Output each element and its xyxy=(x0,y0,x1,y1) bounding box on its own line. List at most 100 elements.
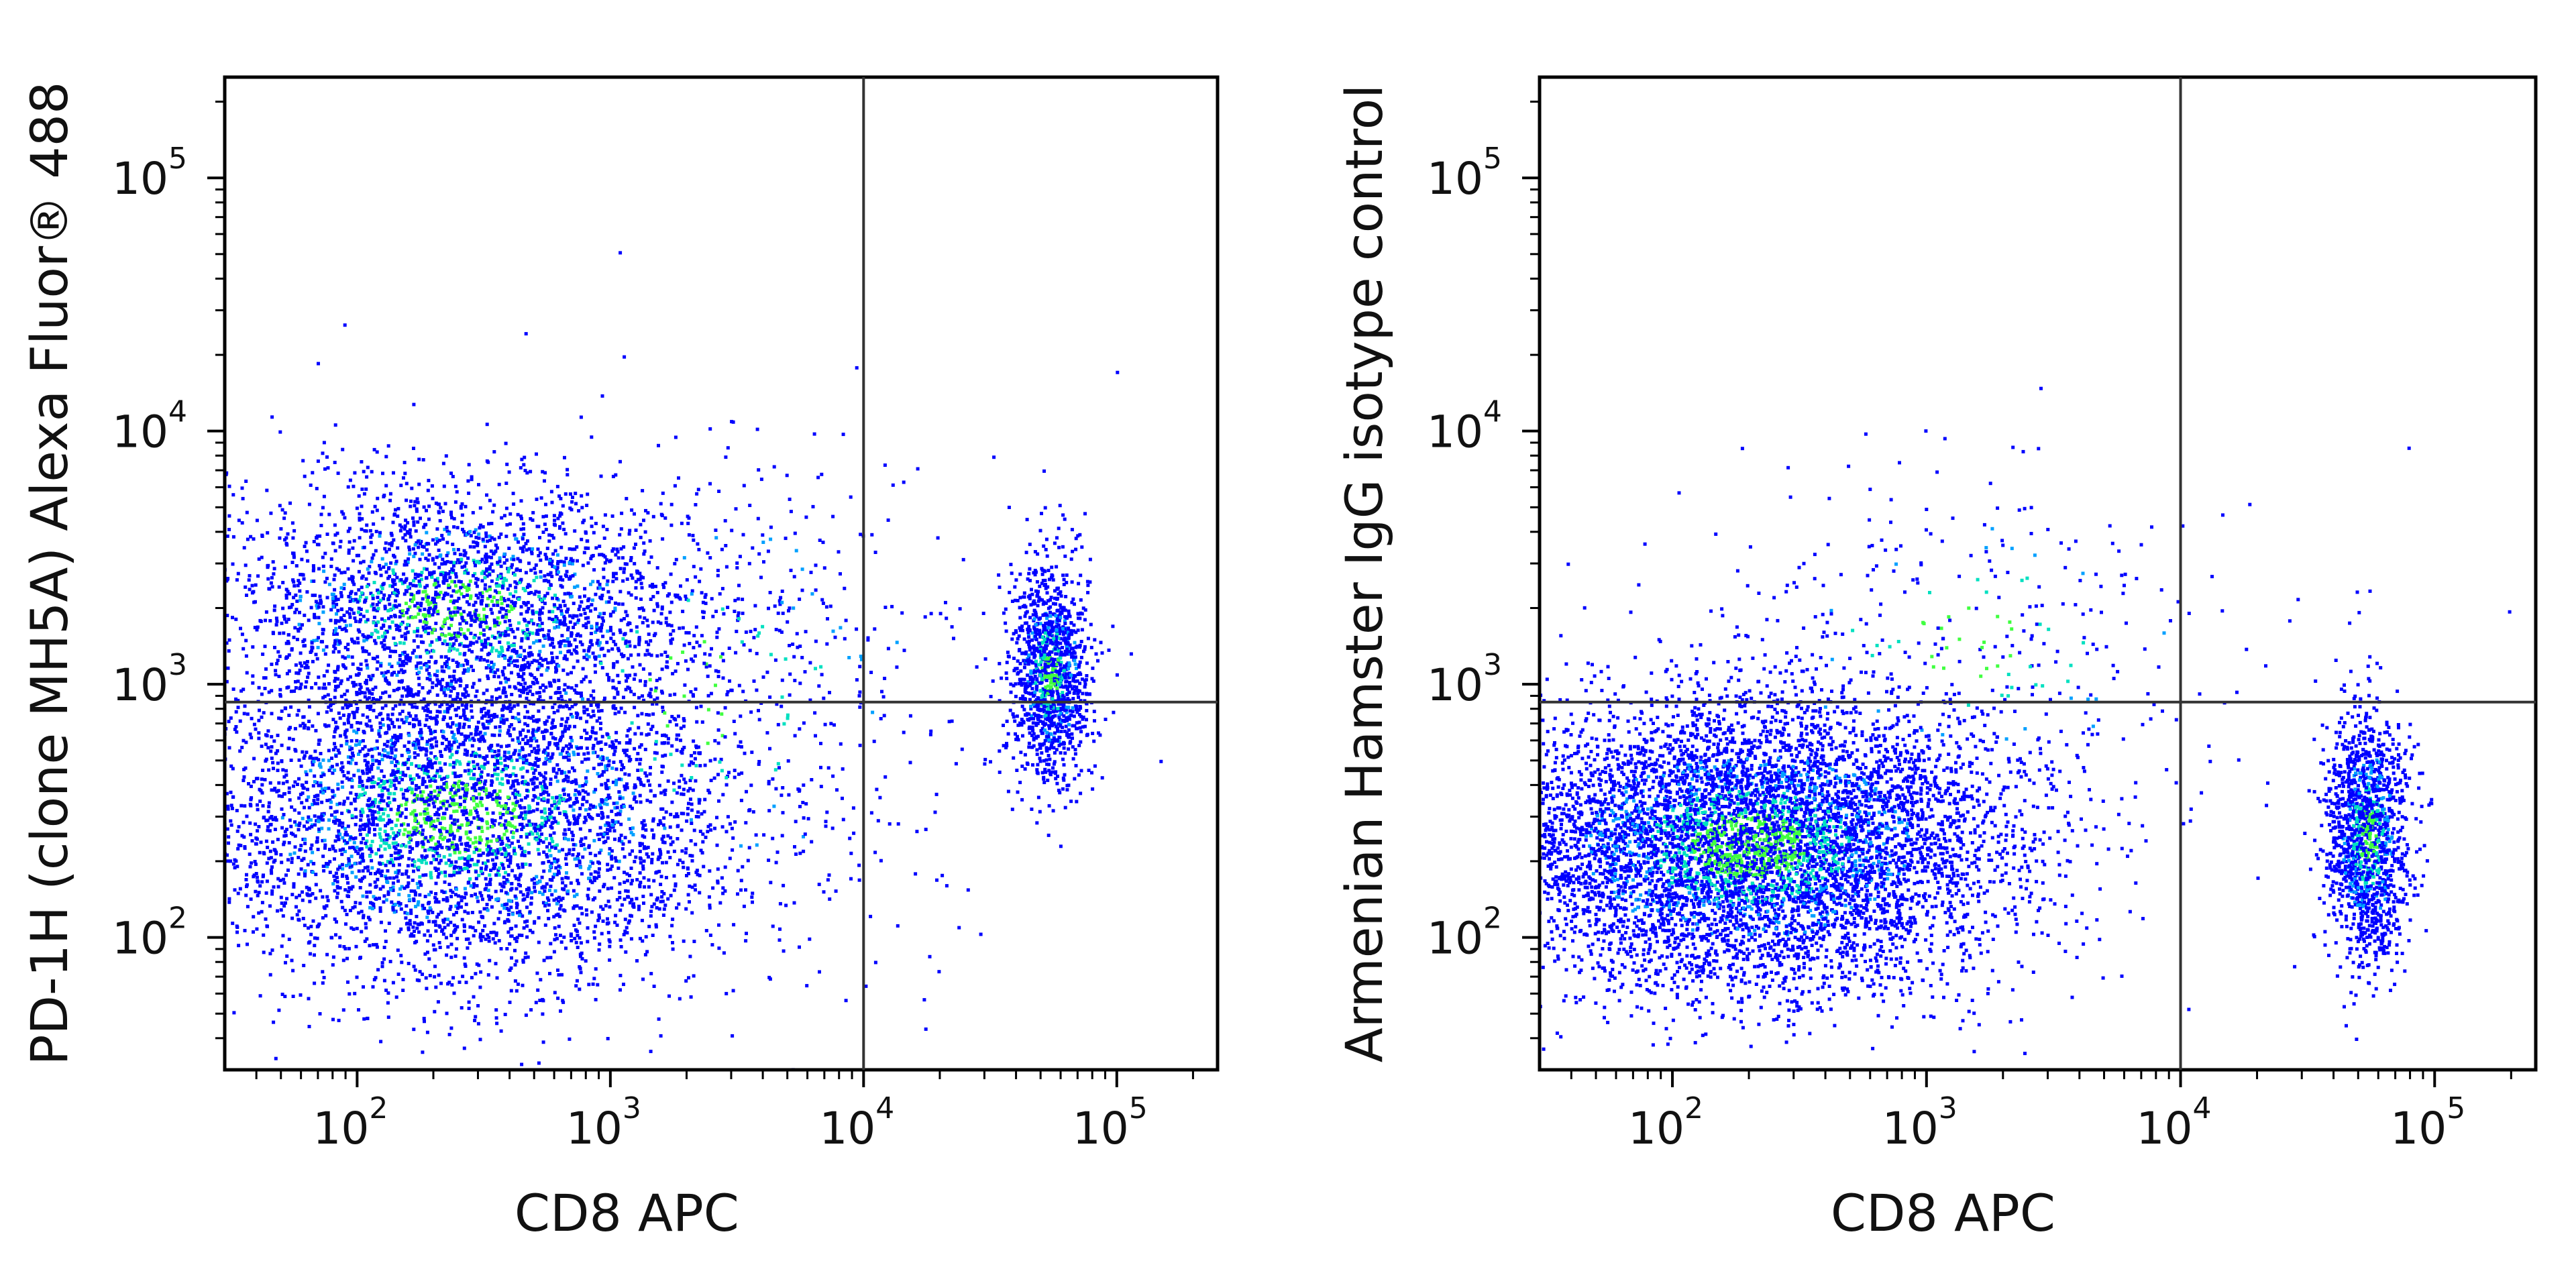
event-dot xyxy=(386,869,390,873)
event-dot xyxy=(435,846,439,850)
event-dot xyxy=(382,957,386,961)
event-dot xyxy=(417,606,420,610)
event-dot xyxy=(425,785,429,789)
event-dot xyxy=(778,901,782,905)
event-dot xyxy=(506,706,511,709)
event-dot xyxy=(557,801,561,805)
event-dot xyxy=(586,897,590,901)
event-dot xyxy=(594,924,598,928)
event-dot xyxy=(392,783,396,787)
event-dot xyxy=(401,989,405,992)
event-dot xyxy=(420,794,424,798)
event-dot xyxy=(605,732,609,736)
event-dot xyxy=(309,952,312,956)
event-dot xyxy=(486,773,490,777)
event-dot xyxy=(359,561,363,565)
event-dot xyxy=(535,838,539,842)
event-dot xyxy=(317,783,321,787)
event-dot xyxy=(257,718,261,722)
event-dot xyxy=(553,800,557,804)
event-dot xyxy=(409,889,413,893)
event-dot xyxy=(480,897,484,901)
event-dot xyxy=(256,808,260,812)
event-dot xyxy=(514,773,518,777)
event-dot xyxy=(359,810,363,814)
event-dot xyxy=(400,885,404,889)
event-dot xyxy=(332,874,336,878)
event-dot xyxy=(362,914,366,918)
event-dot xyxy=(252,779,256,783)
event-dot xyxy=(591,747,595,751)
event-dot xyxy=(483,762,487,766)
event-dot xyxy=(708,906,712,910)
event-dot xyxy=(513,852,517,856)
event-dot xyxy=(427,610,431,614)
event-dot xyxy=(462,924,466,928)
event-dot xyxy=(455,490,459,494)
event-dot xyxy=(525,887,529,891)
event-dot xyxy=(536,765,540,768)
event-dot xyxy=(547,539,551,543)
event-dot xyxy=(478,792,482,796)
event-dot xyxy=(561,999,565,1003)
event-dot xyxy=(757,760,761,763)
event-dot xyxy=(436,793,440,797)
event-dot xyxy=(402,563,407,567)
event-dot xyxy=(615,801,619,805)
event-dot xyxy=(386,814,390,818)
event-dot xyxy=(675,906,679,910)
event-dot xyxy=(381,818,385,822)
event-dot xyxy=(453,613,458,617)
event-dot xyxy=(539,673,543,677)
event-dot xyxy=(782,949,786,953)
event-dot xyxy=(737,772,741,776)
event-dot xyxy=(613,856,617,860)
event-dot xyxy=(347,862,352,866)
event-dot xyxy=(437,807,441,811)
event-dot xyxy=(273,848,277,852)
event-dot xyxy=(411,781,415,785)
event-dot xyxy=(534,590,538,594)
event-dot xyxy=(333,793,337,797)
event-dot xyxy=(481,916,485,920)
event-dot xyxy=(486,859,490,863)
event-dot xyxy=(423,708,427,712)
event-dot xyxy=(478,932,482,936)
event-dot xyxy=(389,773,393,777)
event-dot xyxy=(475,884,479,888)
event-dot xyxy=(558,934,562,938)
event-dot xyxy=(429,751,433,755)
event-dot xyxy=(471,841,475,845)
event-dot xyxy=(438,710,442,714)
event-dot xyxy=(350,785,354,789)
event-dot xyxy=(658,677,661,681)
event-dot xyxy=(538,695,542,699)
event-dot xyxy=(616,673,620,677)
event-dot xyxy=(488,897,492,901)
event-dot xyxy=(360,840,364,844)
event-dot xyxy=(544,820,548,824)
event-dot xyxy=(459,612,463,616)
event-dot xyxy=(367,767,371,771)
event-dot xyxy=(378,818,382,822)
event-dot xyxy=(469,641,473,645)
event-dot xyxy=(303,842,307,846)
event-dot xyxy=(546,909,549,913)
event-dot xyxy=(484,867,488,871)
event-dot xyxy=(567,793,570,797)
event-dot xyxy=(445,579,449,582)
event-dot xyxy=(663,733,666,737)
event-dot xyxy=(346,755,350,759)
event-dot xyxy=(472,738,476,742)
event-dot xyxy=(407,656,411,660)
event-dot xyxy=(303,869,307,873)
event-dot xyxy=(542,869,546,873)
event-dot xyxy=(400,718,404,722)
event-dot xyxy=(540,816,544,820)
event-dot xyxy=(608,829,612,832)
event-dot xyxy=(368,854,372,858)
event-dot xyxy=(337,819,341,822)
event-dot xyxy=(496,773,500,777)
event-dot xyxy=(525,919,529,923)
event-dot xyxy=(625,931,629,935)
